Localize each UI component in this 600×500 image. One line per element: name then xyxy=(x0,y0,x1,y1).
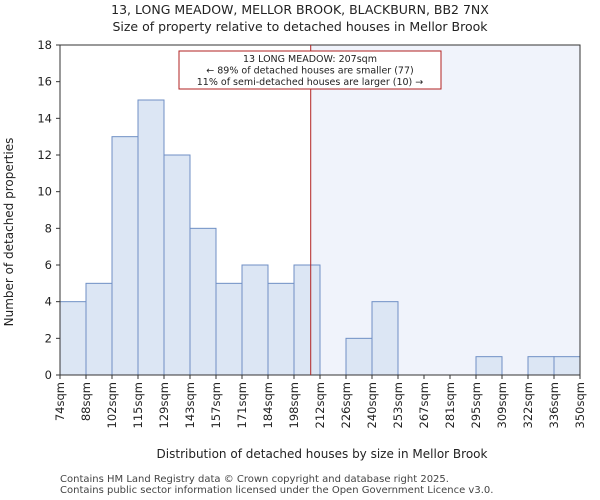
y-axis-label: Number of detached properties xyxy=(2,138,16,327)
bar-74sqm xyxy=(59,301,87,376)
y-tick-label: 16 xyxy=(37,75,52,89)
bar-198sqm xyxy=(293,264,321,376)
y-tick-label: 18 xyxy=(37,38,52,52)
annotation-line-3: 11% of semi-detached houses are larger (… xyxy=(197,77,424,88)
x-tick-label: 184sqm xyxy=(261,382,275,428)
x-tick-label: 88sqm xyxy=(79,382,93,421)
x-tick-label: 295sqm xyxy=(469,382,483,428)
x-tick-label: 309sqm xyxy=(495,382,509,428)
bar-88sqm xyxy=(85,282,113,376)
y-tick-label: 0 xyxy=(45,368,52,382)
x-tick-label: 74sqm xyxy=(53,382,67,421)
bar-129sqm xyxy=(163,154,191,376)
bar-157sqm xyxy=(215,282,243,376)
bar-295sqm xyxy=(475,356,503,376)
bar-226sqm xyxy=(345,337,373,376)
x-tick-label: 350sqm xyxy=(573,382,587,428)
chart-subtitle: Size of property relative to detached ho… xyxy=(112,19,488,34)
x-tick-label: 253sqm xyxy=(391,382,405,428)
y-tick-label: 12 xyxy=(37,148,52,162)
larger-region-shade xyxy=(310,45,580,375)
x-tick-label: 322sqm xyxy=(521,382,535,428)
x-tick-label: 212sqm xyxy=(313,382,327,428)
x-tick-label: 157sqm xyxy=(209,382,223,428)
x-tick-label: 267sqm xyxy=(417,382,431,428)
x-axis-label: Distribution of detached houses by size … xyxy=(157,447,488,461)
footer-copyright: Contains HM Land Registry data © Crown c… xyxy=(60,474,449,485)
bar-115sqm xyxy=(137,99,165,376)
x-tick-label: 281sqm xyxy=(443,382,457,428)
x-tick-label: 115sqm xyxy=(131,382,145,428)
chart-title: 13, LONG MEADOW, MELLOR BROOK, BLACKBURN… xyxy=(111,2,489,17)
x-tick-label: 240sqm xyxy=(365,382,379,428)
bar-184sqm xyxy=(267,282,295,376)
x-tick-label: 143sqm xyxy=(183,382,197,428)
annotation-box xyxy=(178,50,442,90)
y-tick-label: 6 xyxy=(45,258,52,272)
annotation-line-1: 13 LONG MEADOW: 207sqm xyxy=(243,54,377,65)
x-tick-label: 102sqm xyxy=(105,382,119,428)
bar-240sqm xyxy=(371,301,399,376)
bar-336sqm xyxy=(553,356,581,376)
y-tick-label: 14 xyxy=(37,111,52,125)
y-tick-label: 4 xyxy=(45,295,52,309)
y-tick-label: 10 xyxy=(37,185,52,199)
y-tick-label: 2 xyxy=(45,331,52,345)
x-tick-label: 336sqm xyxy=(547,382,561,428)
bar-143sqm xyxy=(189,227,217,376)
x-tick-label: 171sqm xyxy=(235,382,249,428)
bar-102sqm xyxy=(111,136,139,376)
x-tick-label: 198sqm xyxy=(287,382,301,428)
bar-171sqm xyxy=(241,264,269,376)
x-tick-label: 226sqm xyxy=(339,382,353,428)
bar-322sqm xyxy=(527,356,555,376)
footer-licence: Contains public sector information licen… xyxy=(60,485,494,496)
annotation-line-2: ← 89% of detached houses are smaller (77… xyxy=(206,66,413,77)
x-tick-label: 129sqm xyxy=(157,382,171,428)
y-tick-label: 8 xyxy=(45,221,52,235)
